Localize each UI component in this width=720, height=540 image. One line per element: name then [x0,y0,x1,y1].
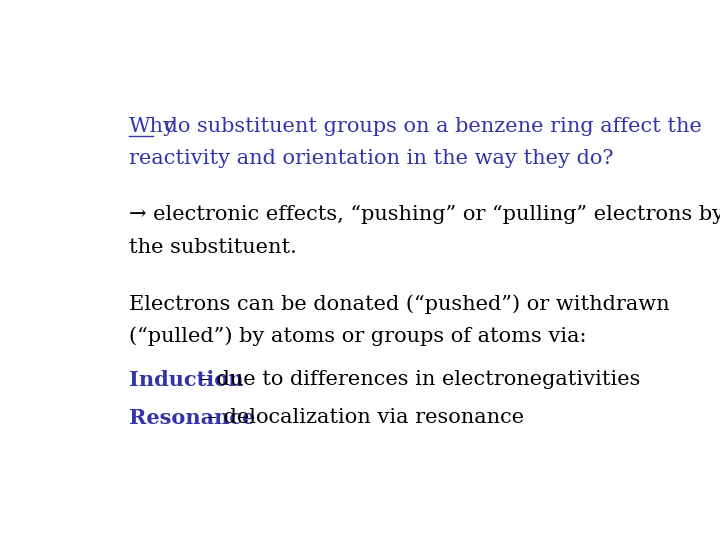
Text: → electronic effects, “pushing” or “pulling” electrons by: → electronic effects, “pushing” or “pull… [129,205,720,225]
Text: the substituent.: the substituent. [129,238,297,257]
Text: – due to differences in electronegativities: – due to differences in electronegativit… [193,370,641,389]
Text: Why: Why [129,117,176,136]
Text: Induction: Induction [129,370,243,390]
Text: – delocalization via resonance: – delocalization via resonance [200,408,525,427]
Text: Electrons can be donated (“pushed”) or withdrawn: Electrons can be donated (“pushed”) or w… [129,294,670,314]
Text: (“pulled”) by atoms or groups of atoms via:: (“pulled”) by atoms or groups of atoms v… [129,326,587,346]
Text: reactivity and orientation in the way they do?: reactivity and orientation in the way th… [129,149,613,168]
Text: Resonance: Resonance [129,408,256,428]
Text: do substituent groups on a benzene ring affect the: do substituent groups on a benzene ring … [158,117,702,136]
